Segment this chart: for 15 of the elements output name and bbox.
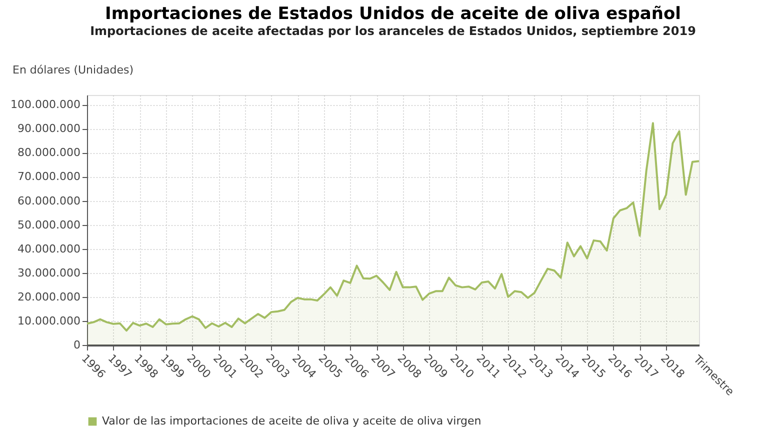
chart-title: Importaciones de Estados Unidos de aceite de oliva español <box>105 4 681 24</box>
legend-label: Valor de las importaciones de aceite de oliva y aceite de oliva virgen <box>102 414 482 428</box>
y-tick-label: 0 <box>74 338 80 352</box>
y-tick-label: 100.000.000 <box>10 98 80 112</box>
chart-subtitle: Importaciones de aceite afectadas por los aranceles de Estados Unidos, septiembre 2019 <box>90 24 696 38</box>
y-tick-label: 20.000.000 <box>18 290 80 304</box>
y-tick-label: 90.000.000 <box>18 122 80 136</box>
y-tick-label: 40.000.000 <box>18 242 80 256</box>
y-tick-label: 70.000.000 <box>18 170 80 184</box>
y-tick-label: 30.000.000 <box>18 266 80 280</box>
y-axis-title: En dólares (Unidades) <box>12 64 134 76</box>
y-tick-label: 80.000.000 <box>18 146 80 160</box>
y-tick-label: 50.000.000 <box>18 218 80 232</box>
y-tick-label: 10.000.000 <box>18 314 80 328</box>
y-tick-label: 60.000.000 <box>18 194 80 208</box>
